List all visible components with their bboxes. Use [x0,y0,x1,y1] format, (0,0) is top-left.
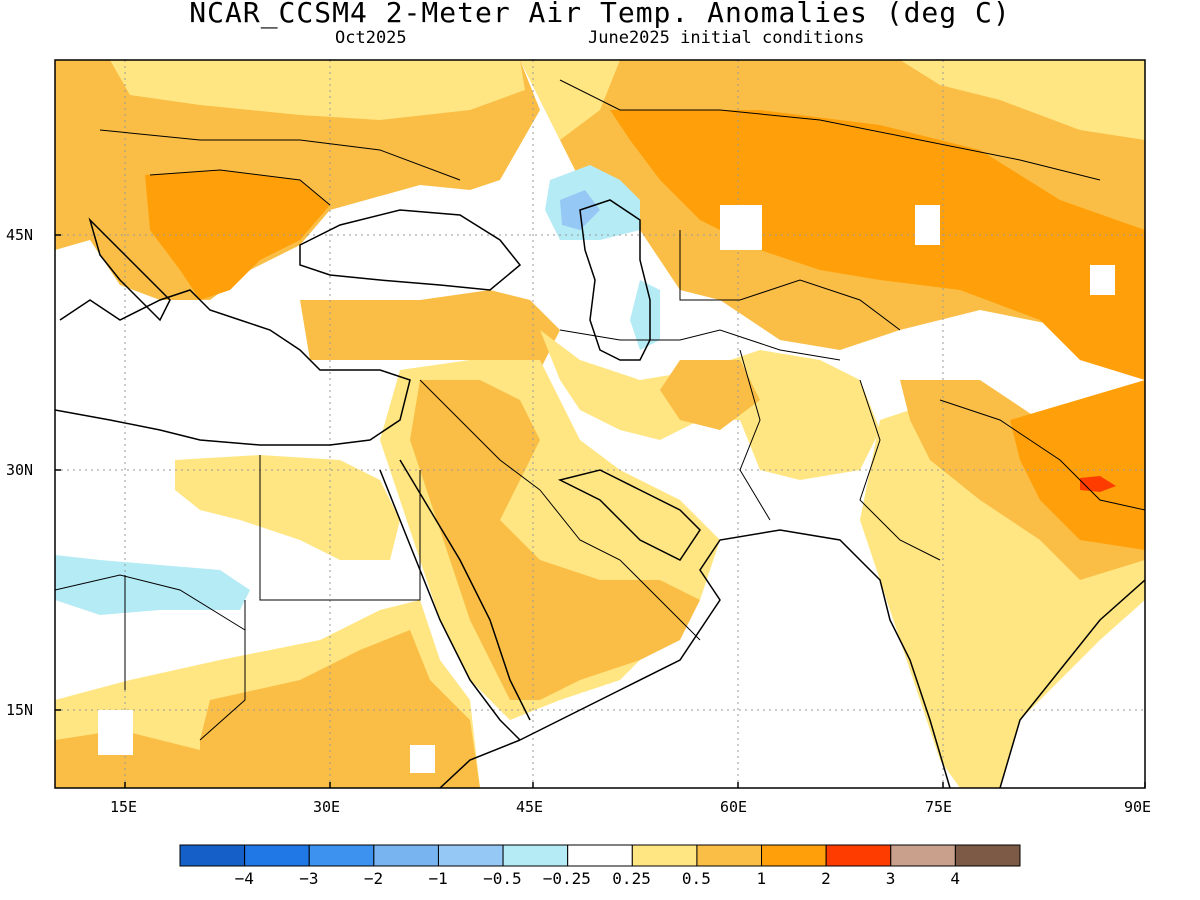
anomaly-region-iran-orange [660,360,760,430]
colorbar-label: 4 [950,869,961,888]
colorbar [179,844,1021,867]
colorbar-label: −1 [428,869,448,888]
colorbar-label: −0.25 [542,869,591,888]
colorbar-label: 2 [821,869,831,888]
colorbar-label: 0.5 [681,869,711,888]
map-title: NCAR_CCSM4 2-Meter Air Temp. Anomalies (… [189,0,1011,29]
initial-conditions: June2025 initial conditions [588,28,865,48]
colorbar-swatch [761,844,827,867]
colorbar-swatch [825,844,892,867]
map-frame [54,59,1146,789]
lat-label-30n: 30N [6,461,34,479]
lon-label-45e: 45E [516,798,544,816]
anomaly-region-kazakhstan-orange [610,110,1145,380]
coastlines [55,199,1145,788]
colorbar-swatch [502,844,569,867]
colorbar-swatch [567,844,633,867]
colorbar-label: −2 [363,869,384,888]
anomaly-region-north-yellow [110,60,525,120]
anomaly-region-iran-cyan [630,280,660,350]
colorbar-swatch [696,844,763,867]
lon-label-90e: 90E [1124,798,1152,816]
forecast-month: Oct2025 [335,28,407,48]
anomaly-region-sahara-yellow [175,455,400,560]
colorbar-label: −0.5 [483,869,522,888]
colorbar-swatch [308,844,375,867]
lon-label-75e: 75E [925,798,953,816]
country-borders [55,79,1145,741]
colorbar-label: 1 [756,869,767,888]
lon-label-60e: 60E [720,798,748,816]
colorbar-swatch [954,844,1021,867]
colorbar-label: 3 [885,869,896,888]
colorbar-label: −4 [234,869,254,888]
colorbar-swatch [631,844,698,867]
anomaly-region-himalaya-orange [1010,380,1145,550]
lat-label-15n: 15N [6,701,34,719]
colorbar-label: −3 [299,869,319,888]
colorbar-swatch [244,844,310,867]
colorbar-swatch [437,844,504,867]
lat-label-45n: 45N [6,226,34,244]
anomaly-fill-layer [55,60,1145,788]
anomaly-region-hotspot [1080,476,1116,492]
colorbar-swatch [179,844,246,867]
anomaly-region-northeast-yellow [900,60,1145,140]
axis-ticks [55,234,1146,788]
anomaly-region-libya-cyan [55,555,250,615]
anomaly-region-west-africa-orange [55,730,200,788]
colorbar-swatch [373,844,439,867]
anomaly-region-arabia-orange [410,380,700,700]
colorbar-label: 0.25 [612,869,651,888]
colorbar-swatch [890,844,956,867]
anomaly-region-balkans [145,170,330,300]
lon-label-30e: 30E [313,798,341,816]
lon-label-15e: 15E [110,798,138,816]
anomaly-region-turkey [300,290,560,370]
anomaly-region-caspian-yellow [520,60,620,140]
